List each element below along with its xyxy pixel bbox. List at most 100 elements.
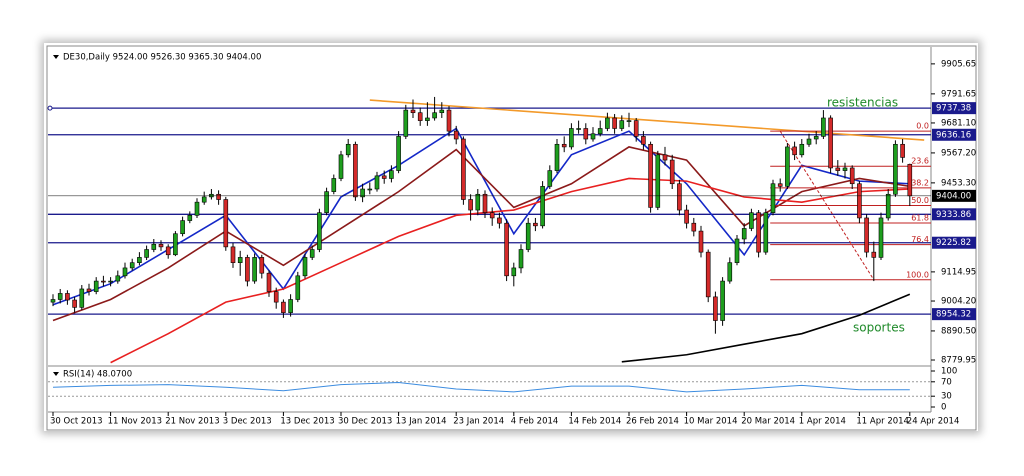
level-label: 9225.82 [936, 238, 971, 248]
annotation: soportes [853, 321, 905, 335]
candle-body [345, 143, 351, 156]
candle-body [173, 233, 178, 256]
y-tick-label: 9681.10 [941, 118, 976, 128]
candle-body [302, 257, 308, 277]
level-label-box [932, 189, 976, 202]
candle-body [108, 280, 113, 283]
y-tick-label: 8890.50 [941, 326, 976, 336]
fib-label: 100.0 [906, 270, 929, 279]
candle-body [331, 178, 337, 192]
rsi-tick-label: 0 [941, 403, 946, 413]
x-tick-label: 24 Apr 2014 [907, 417, 960, 427]
y-tick-label: 9453.30 [941, 178, 976, 188]
y-tick-label: 9114.95 [941, 267, 976, 277]
candle-body [525, 222, 531, 250]
level-label-box [932, 308, 976, 321]
candle-body [821, 117, 826, 137]
fib-label: 61.8 [911, 213, 929, 222]
candle-body [461, 138, 466, 200]
candle-body [482, 193, 488, 213]
x-tick-label: 30 Oct 2013 [50, 417, 103, 427]
candle-body [677, 183, 682, 211]
candle-body [655, 154, 661, 208]
level-label-box [932, 128, 976, 141]
candle-body [129, 262, 135, 269]
candle-body [144, 249, 149, 258]
candle-body [734, 238, 740, 263]
candle-body [230, 246, 236, 263]
candle-body [309, 249, 315, 258]
candle-body [72, 299, 77, 308]
x-tick-label: 4 Feb 2014 [511, 417, 559, 427]
candle-body [137, 257, 142, 263]
x-tick-label: 10 Mar 2014 [684, 417, 738, 427]
fib-label: 38.2 [911, 178, 929, 187]
level-label-box [932, 208, 976, 221]
level-label: 8954.32 [936, 310, 971, 320]
moving-average [621, 293, 911, 363]
y-tick-label: 8779.95 [941, 356, 976, 366]
candle-body [497, 217, 502, 224]
rsi-line [52, 382, 910, 393]
level-label-box [932, 236, 976, 249]
candle-body [288, 299, 293, 313]
x-tick-label: 20 Mar 2014 [741, 417, 795, 427]
level-label-box [932, 102, 976, 115]
level-label: 9404.00 [936, 191, 971, 201]
candle-body [878, 217, 884, 258]
candle-body [79, 288, 85, 308]
candle-body [698, 230, 704, 253]
level-label: 9737.38 [936, 104, 971, 114]
candle-body [209, 193, 214, 198]
candle-body [864, 217, 869, 253]
candle-body [353, 143, 358, 198]
x-tick-label: 1 Apr 2014 [799, 417, 846, 427]
candle-body [540, 186, 545, 227]
candle-body [893, 143, 898, 195]
candle-body [201, 196, 207, 203]
candle-body [324, 191, 329, 213]
candle-body [86, 288, 92, 292]
candle-body [338, 154, 344, 179]
candle-body [216, 193, 221, 200]
candle-body [590, 133, 596, 140]
candle-body [605, 117, 610, 129]
candle-body [187, 215, 193, 221]
candle-body [439, 109, 445, 114]
candle-body [619, 120, 625, 129]
candle-body [93, 280, 99, 292]
candle-body [468, 199, 473, 211]
candle-body [648, 143, 653, 208]
candle-body [612, 117, 617, 129]
candle-body [597, 128, 603, 135]
candle-body [749, 212, 754, 229]
candle-body [389, 170, 394, 179]
candle-body [857, 183, 862, 219]
x-tick-label: 26 Feb 2014 [626, 417, 679, 427]
chart-title: DE30,Daily 9524.00 9526.30 9365.30 9404.… [63, 53, 261, 63]
candle-body [396, 136, 401, 171]
menu-arrow [53, 372, 59, 376]
level-label: 9636.16 [936, 130, 971, 140]
candle-body [425, 117, 430, 121]
candle-body [576, 128, 581, 130]
candle-body [381, 175, 387, 179]
rsi-tick-label: 30 [941, 392, 952, 402]
menu-arrow [53, 55, 59, 59]
candle-body [432, 112, 437, 119]
candle-body [194, 201, 200, 216]
candle-body [727, 262, 733, 282]
candle-body [101, 280, 106, 283]
candle-body [223, 199, 229, 248]
candle-body [554, 143, 560, 171]
candle-body [417, 112, 423, 121]
x-tick-label: 3 Dec 2013 [223, 417, 272, 427]
annotation: resistencias [827, 96, 898, 110]
candle-body [57, 293, 63, 300]
candle-body [50, 299, 56, 303]
candle-body [828, 117, 833, 169]
candle-body [813, 136, 819, 140]
level-label: 9333.86 [936, 210, 971, 220]
